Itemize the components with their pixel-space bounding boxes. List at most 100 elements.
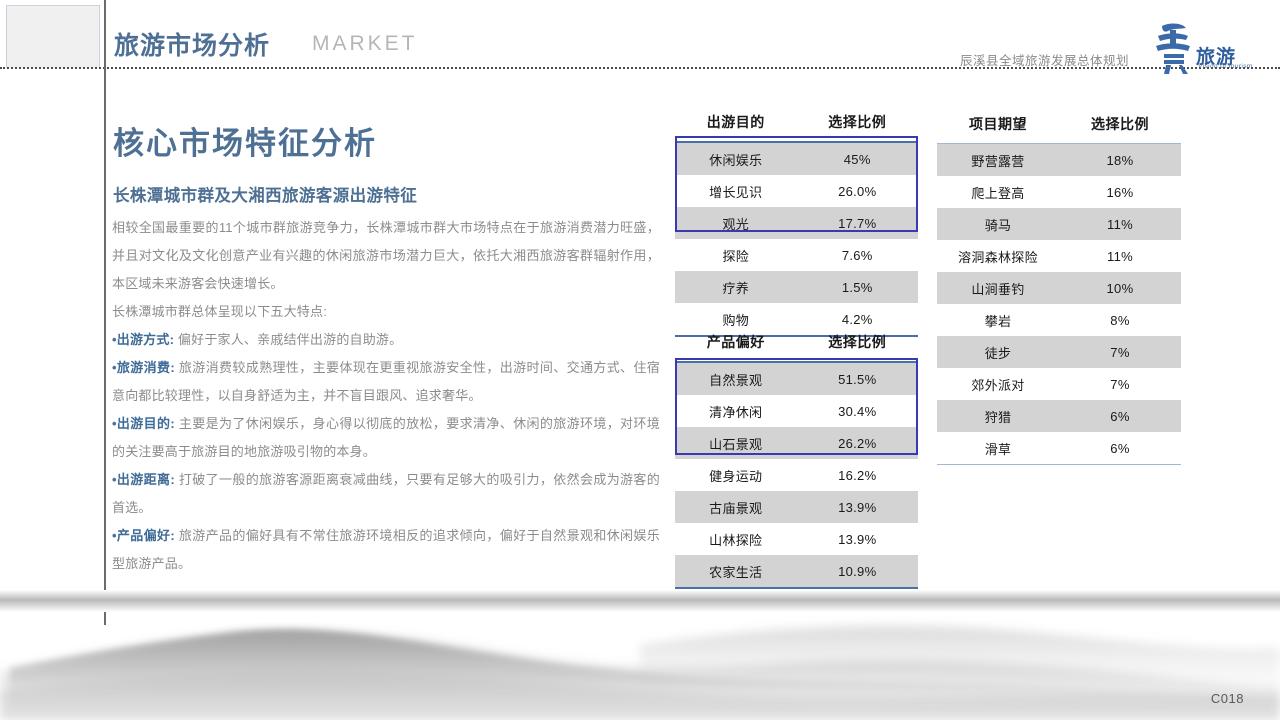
cell-category: 溶洞森林探险 bbox=[958, 249, 1038, 265]
table-row: 骑马 11% bbox=[937, 208, 1181, 240]
cell-ratio: 7% bbox=[1110, 376, 1130, 392]
cell-category: 野营露营 bbox=[937, 143, 1059, 176]
cell-category: 山涧垂钓 bbox=[937, 272, 1059, 304]
table-row: 滑草 6% bbox=[937, 432, 1181, 464]
cell-ratio: 6% bbox=[1110, 440, 1130, 456]
bullet-item-1: •出游方式: 偏好于家人、亲戚结伴出游的自助游。 bbox=[112, 326, 660, 354]
table-row: 增长见识 26.0% bbox=[675, 175, 918, 207]
cell-ratio: 18% bbox=[1059, 143, 1181, 176]
cell-category: 购物 bbox=[722, 312, 750, 328]
bullet-text-3: 主要是为了休闲娱乐，身心得以彻底的放松，要求清净、休闲的旅游环境，对环境的关注要… bbox=[112, 416, 660, 459]
brand-logo: 旅游 Vision of tourism bbox=[1152, 20, 1260, 76]
table-row: 观光 17.7% bbox=[675, 207, 918, 239]
cell-category: 郊外派对 bbox=[971, 377, 1025, 393]
table-body: 自然景观 51.5% 清净休闲 30.4% 山石景观 26.2% 健身运动 16.2% 古庙景观… bbox=[675, 362, 918, 589]
rule-cell bbox=[675, 586, 797, 589]
cell-category: 疗养 bbox=[675, 271, 797, 303]
bullet-text-2: 旅游消费较成熟理性，主要体现在更重视旅游安全性，出游时间、交通方式、住宿意向都比… bbox=[112, 360, 660, 403]
table-row: 爬上登高 16% bbox=[937, 176, 1181, 208]
table-row: 购物 4.2% bbox=[675, 303, 918, 335]
page-title: 旅游市场分析 bbox=[114, 32, 271, 60]
bullet-dot-icon: • bbox=[112, 332, 117, 347]
cell-ratio: 7.6% bbox=[841, 247, 873, 263]
bullet-item-2: •旅游消费: 旅游消费较成熟理性，主要体现在更重视旅游安全性，出游时间、交通方式… bbox=[112, 354, 660, 410]
cell-ratio: 26.0% bbox=[838, 183, 877, 199]
cell-ratio: 16% bbox=[1106, 184, 1134, 200]
table-row: 野营露营 18% bbox=[937, 143, 1181, 176]
table-row: 清净休闲 30.4% bbox=[675, 395, 918, 427]
page-title-en: MARKET bbox=[312, 32, 418, 55]
table-travel-purpose: 出游目的 选择比例 休闲娱乐 45% 增长见识 26.0% 观光 17.7% 探险 7.6% 疗… bbox=[675, 106, 918, 337]
cell-ratio: 13.9% bbox=[796, 491, 918, 523]
table-row: 攀岩 8% bbox=[937, 304, 1181, 336]
bullet-item-3: •出游目的: 主要是为了休闲娱乐，身心得以彻底的放松，要求清净、休闲的旅游环境，… bbox=[112, 410, 660, 466]
cell-category: 滑草 bbox=[984, 441, 1012, 457]
cell-ratio: 8% bbox=[1110, 312, 1130, 328]
table-row: 狩猎 6% bbox=[937, 400, 1181, 432]
table-header-row: 项目期望 选择比例 bbox=[937, 108, 1181, 144]
project-name-label: 辰溪县全域旅游发展总体规划 bbox=[960, 54, 1130, 68]
cell-ratio: 7% bbox=[1059, 336, 1181, 368]
column-header-category: 出游目的 bbox=[675, 106, 797, 143]
logo-text-en: Vision of tourism bbox=[1198, 63, 1253, 70]
cell-ratio: 26.2% bbox=[796, 427, 918, 459]
bullet-dot-icon: • bbox=[112, 528, 117, 543]
bullet-lead-3: 出游目的: bbox=[116, 416, 175, 431]
cell-ratio: 16.2% bbox=[838, 467, 877, 483]
logo-text-cn: 旅游 bbox=[1196, 47, 1237, 68]
column-header-ratio: 选择比例 bbox=[796, 106, 918, 143]
cell-category: 爬上登高 bbox=[971, 185, 1025, 201]
column-header-ratio: 选择比例 bbox=[796, 326, 918, 363]
table-bottom-rule bbox=[937, 464, 1181, 465]
vertical-guide-line bbox=[104, 0, 106, 625]
table-row: 溶洞森林探险 11% bbox=[937, 240, 1181, 272]
intro-paragraph: 相较全国最重要的11个城市群旅游竞争力，长株潭城市群大市场特点在于旅游消费潜力旺… bbox=[112, 220, 660, 291]
bullet-item-4: •出游距离: 打破了一般的旅游客源距离衰减曲线，只要有足够大的吸引力，依然会成为… bbox=[112, 466, 660, 522]
table-row: 自然景观 51.5% bbox=[675, 362, 918, 395]
bullet-dot-icon: • bbox=[112, 472, 117, 487]
table-row: 郊外派对 7% bbox=[937, 368, 1181, 400]
bullet-lead-4: 出游距离: bbox=[116, 472, 175, 487]
table-header-row: 出游目的 选择比例 bbox=[675, 106, 918, 143]
column-header-category: 项目期望 bbox=[937, 108, 1059, 144]
page-number: C018 bbox=[1210, 691, 1244, 706]
cell-ratio: 6% bbox=[1059, 400, 1181, 432]
table-row: 探险 7.6% bbox=[675, 239, 918, 271]
table-row: 山林探险 13.9% bbox=[675, 523, 918, 555]
cell-ratio: 45% bbox=[796, 142, 918, 175]
cell-ratio: 51.5% bbox=[796, 362, 918, 395]
cell-category: 攀岩 bbox=[984, 313, 1012, 329]
ink-wash-landscape: C018 bbox=[0, 590, 1280, 720]
table-body: 野营露营 18% 爬上登高 16% 骑马 11% 溶洞森林探险 11% 山涧垂钓 10% 攀岩 8% 徒… bbox=[937, 143, 1181, 465]
cell-category: 增长见识 bbox=[709, 184, 763, 200]
cell-ratio: 11% bbox=[1059, 208, 1181, 240]
cell-ratio: 30.4% bbox=[838, 403, 877, 419]
column-header-category: 产品偏好 bbox=[675, 326, 797, 363]
cell-category: 休闲娱乐 bbox=[675, 142, 797, 175]
corner-decoration-box bbox=[6, 5, 100, 68]
lead-in-text: 长株潭城市群总体呈现以下五大特点: bbox=[112, 304, 328, 319]
rule-cell bbox=[1059, 464, 1181, 465]
section-subheading: 长株潭城市群及大湘西旅游客源出游特征 bbox=[113, 187, 418, 205]
bullet-text-4: 打破了一般的旅游客源距离衰减曲线，只要有足够大的吸引力，依然会成为游客的首选。 bbox=[112, 472, 660, 515]
section-heading: 核心市场特征分析 bbox=[113, 126, 377, 161]
cell-category: 徒步 bbox=[937, 336, 1059, 368]
table-row: 农家生活 10.9% bbox=[675, 555, 918, 587]
cell-category: 观光 bbox=[675, 207, 797, 239]
rule-cell bbox=[937, 464, 1059, 465]
horizon-band bbox=[0, 590, 1280, 612]
bullet-text-5: 旅游产品的偏好具有不常住旅游环境相反的追求倾向，偏好于自然景观和休闲娱乐型旅游产… bbox=[112, 528, 660, 571]
column-header-ratio: 选择比例 bbox=[1059, 108, 1181, 144]
bullet-dot-icon: • bbox=[112, 416, 117, 431]
cell-category: 探险 bbox=[722, 248, 750, 264]
cell-category: 骑马 bbox=[937, 208, 1059, 240]
table-header-row: 产品偏好 选择比例 bbox=[675, 326, 918, 363]
bullet-item-5: •产品偏好: 旅游产品的偏好具有不常住旅游环境相反的追求倾向，偏好于自然景观和休… bbox=[112, 522, 660, 578]
bullet-lead-2: 旅游消费: bbox=[116, 360, 175, 375]
table-project-expectation: 项目期望 选择比例 野营露营 18% 爬上登高 16% 骑马 11% 溶洞森林探险 11% 山涧… bbox=[937, 108, 1181, 465]
cell-category: 自然景观 bbox=[675, 362, 797, 395]
header-dotted-divider bbox=[0, 67, 1280, 69]
table-row: 休闲娱乐 45% bbox=[675, 142, 918, 175]
cell-ratio: 11% bbox=[1107, 248, 1133, 264]
tourism-seal-icon bbox=[1156, 23, 1190, 74]
